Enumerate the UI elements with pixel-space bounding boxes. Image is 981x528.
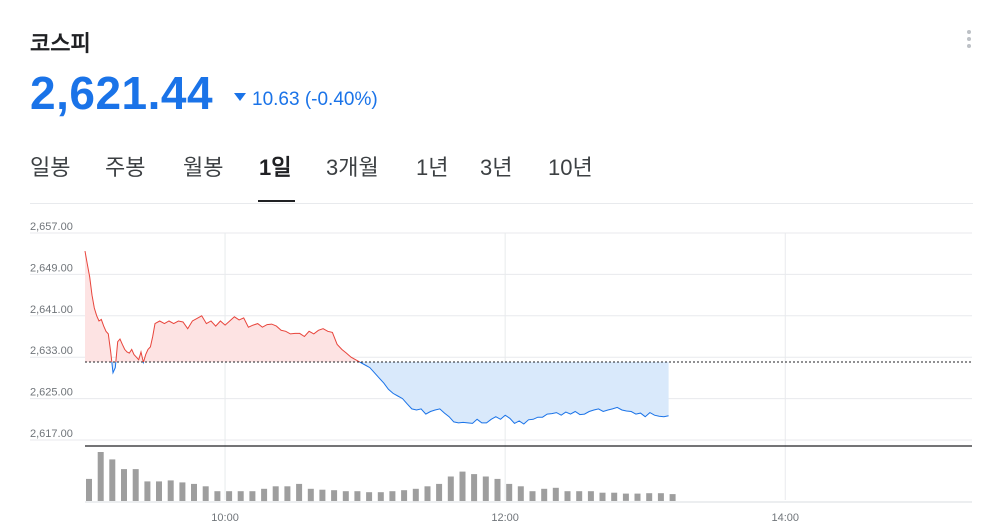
tab-1-day[interactable]: 1일 [259, 155, 292, 180]
index-title: 코스피 [30, 31, 91, 56]
volume-bar [459, 471, 466, 501]
volume-bar [622, 493, 629, 501]
volume-bar [412, 488, 419, 502]
y-tick-label: 2,617.00 [30, 428, 73, 440]
tab-3-years[interactable]: 3년 [480, 155, 513, 180]
price-line-up [84, 251, 361, 363]
volume-bar [482, 476, 489, 501]
volume-bar [552, 487, 559, 501]
volume-bar [587, 491, 594, 501]
volume-bar [156, 481, 162, 501]
volume-bar [576, 491, 583, 501]
tab-daily-candle[interactable]: 일봉 [30, 155, 71, 180]
volume-bar [494, 478, 501, 501]
volume-bar [272, 486, 279, 501]
volume-bar [517, 486, 524, 501]
volume-bar [377, 492, 384, 501]
price-line-down [111, 362, 669, 425]
x-tick-label: 12:00 [491, 512, 519, 524]
volume-bar [226, 491, 233, 501]
volume-bar [401, 490, 408, 501]
current-price: 2,621.44 [30, 67, 214, 119]
y-tick-label: 2,649.00 [30, 262, 73, 274]
x-tick-label: 10:00 [211, 512, 239, 524]
change-value: 10.63 [252, 89, 300, 110]
volume-bar [296, 483, 303, 501]
volume-bar [167, 480, 174, 501]
volume-bar [354, 491, 361, 501]
volume-bar [249, 491, 256, 501]
volume-bar [447, 476, 454, 501]
x-tick-label: 14:00 [771, 512, 799, 524]
volume-bar [202, 486, 209, 501]
tab-weekly-candle[interactable]: 주봉 [105, 155, 146, 180]
volume-bar [179, 482, 186, 501]
volume-bar [86, 478, 92, 501]
volume-bar [214, 491, 221, 501]
volume-bar [424, 486, 431, 501]
y-tick-label: 2,641.00 [30, 304, 73, 316]
volume-bar [506, 483, 513, 501]
volume-bar [657, 493, 664, 501]
area-above-baseline [85, 251, 669, 363]
volume-bar [366, 492, 373, 501]
volume-bar [97, 452, 104, 501]
volume-bar [307, 488, 314, 502]
volume-bar [261, 488, 268, 502]
tab-3-months[interactable]: 3개월 [326, 155, 379, 180]
volume-bar [669, 494, 676, 501]
tab-monthly-candle[interactable]: 월봉 [183, 155, 224, 180]
area-below-baseline [111, 362, 669, 424]
volume-bar [132, 469, 139, 501]
y-tick-label: 2,625.00 [30, 387, 73, 399]
volume-bar [541, 488, 548, 502]
tab-10-years[interactable]: 10년 [548, 155, 593, 180]
volume-bar [389, 491, 396, 501]
change-percent: (-0.40%) [304, 89, 378, 110]
volume-bar [319, 489, 326, 501]
y-tick-label: 2,657.00 [30, 221, 73, 233]
volume-bar [144, 481, 151, 501]
volume-bar [611, 492, 618, 501]
more-vert-icon[interactable] [964, 30, 974, 52]
volume-bar [529, 491, 536, 501]
volume-bar [436, 483, 443, 501]
volume-bar [564, 491, 571, 501]
y-tick-label: 2,633.00 [30, 345, 73, 357]
down-arrow-icon [234, 92, 246, 101]
volume-bar [646, 493, 653, 501]
volume-bar [284, 486, 291, 501]
volume-bar [634, 493, 641, 501]
volume-bar [471, 474, 478, 502]
volume-bar [121, 469, 127, 501]
volume-bar [331, 490, 338, 501]
active-tab-indicator [258, 200, 295, 202]
price-change: 10.63 (-0.40%) [234, 89, 378, 111]
tab-1-year[interactable]: 1년 [416, 155, 449, 180]
volume-bar [599, 492, 606, 501]
volume-bar [191, 483, 197, 501]
volume-bar [237, 491, 244, 501]
volume-bar [109, 459, 116, 501]
volume-bar [342, 491, 349, 501]
divider [30, 203, 973, 204]
